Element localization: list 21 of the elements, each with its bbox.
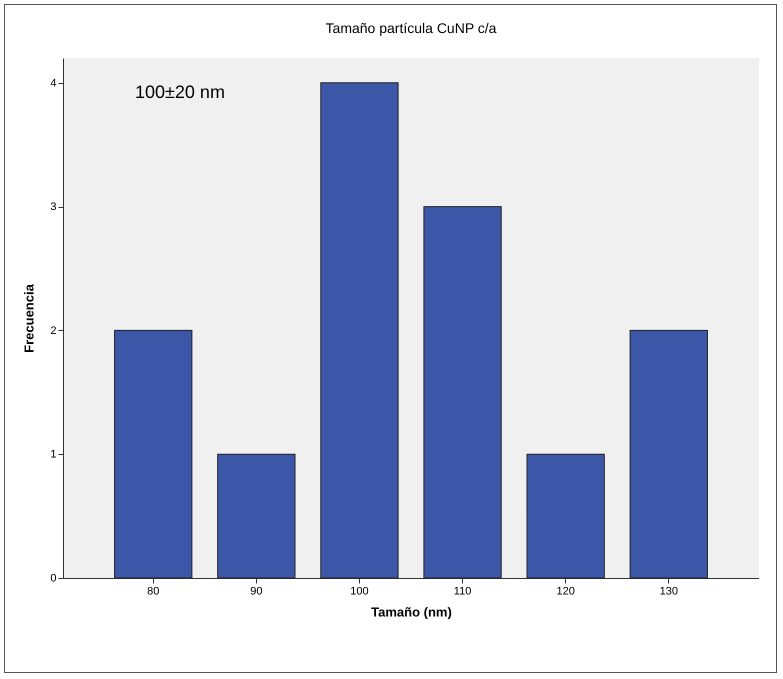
- x-tick-label: 110: [454, 586, 472, 598]
- bar: [630, 330, 708, 578]
- bar: [423, 206, 502, 578]
- annotation: 100±20 nm: [135, 82, 225, 102]
- y-tick-label: 3: [50, 201, 56, 214]
- bar: [320, 82, 399, 578]
- x-axis-title: Tamaño (nm): [371, 604, 452, 620]
- bar: [114, 330, 192, 578]
- bar: [217, 454, 296, 578]
- x-tick-label: 80: [147, 586, 160, 598]
- x-tick-label: 100: [350, 586, 369, 598]
- y-tick-label: 4: [50, 77, 56, 90]
- x-tick-label: 120: [556, 586, 575, 598]
- bar: [526, 454, 605, 578]
- x-tick-label: 130: [660, 586, 678, 598]
- x-tick-label: 90: [250, 586, 262, 598]
- y-tick-label: 1: [50, 448, 56, 461]
- y-tick-label: 2: [50, 324, 56, 337]
- y-tick-label: 0: [50, 572, 56, 584]
- y-axis-title: Frecuencia: [21, 283, 36, 353]
- chart-title: Tamaño partícula CuNP c/a: [326, 20, 497, 36]
